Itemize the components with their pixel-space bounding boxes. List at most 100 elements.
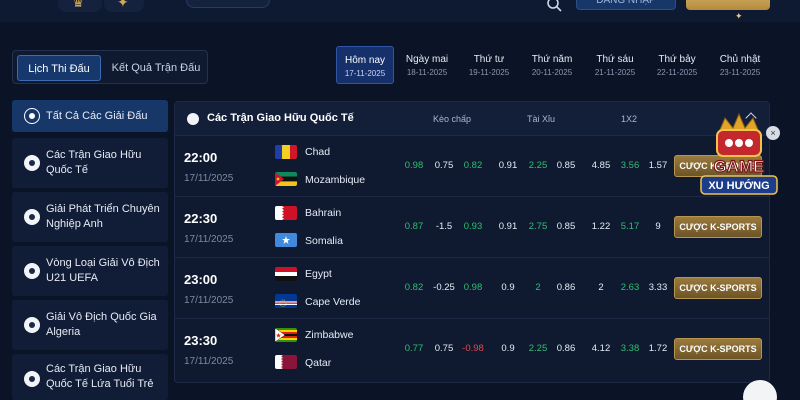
odd-away-win[interactable]: 1.72 [648, 343, 668, 354]
odd-away-win[interactable]: 9 [655, 221, 661, 232]
over-odd[interactable]: 0.9 [501, 343, 515, 354]
under-odd[interactable]: 0.85 [556, 160, 576, 171]
handicap-line: -0.25 [433, 282, 455, 293]
date-today[interactable]: Hôm nay 17-11-2025 [336, 46, 394, 84]
under-odd[interactable]: 0.85 [556, 221, 576, 232]
flag-bahrain-icon [275, 206, 297, 220]
date-tomorrow[interactable]: Ngày mai 18-11-2025 [398, 46, 456, 84]
flag-chad-icon [275, 145, 297, 159]
over-odd[interactable]: 0.9 [501, 282, 515, 293]
match-date: 17/11/2025 [184, 295, 234, 306]
register-button[interactable] [686, 0, 770, 10]
chat-bubble-icon[interactable] [743, 380, 777, 400]
sidebar-item-u21-qualifiers[interactable]: Vòng Loại Giải Vô Địch U21 UEFA [12, 246, 168, 296]
odd-away-win[interactable]: 1.57 [648, 160, 668, 171]
home-team: Zimbabwe [305, 329, 354, 341]
sidebar-item-label: Tất Cả Các Giải Đấu [46, 110, 148, 122]
table-row: 23:30 17/11/2025 Zimbabwe Qatar 0.77 0.7… [175, 319, 769, 380]
date-name: Hôm nay [344, 55, 385, 66]
handicap-away-odd[interactable]: 0.82 [463, 160, 483, 171]
table-row: 22:30 17/11/2025 Bahrain Somalia 0.87 -1… [175, 197, 769, 258]
match-time: 22:00 [184, 150, 218, 165]
column-header-handicap: Kèo chấp [433, 114, 472, 124]
flag-cape-verde-icon [275, 294, 297, 308]
date-saturday[interactable]: Thứ bảy 22-11-2025 [648, 46, 706, 84]
handicap-line: 0.75 [434, 160, 454, 171]
header-nav-item[interactable]: ◆ [186, 0, 270, 8]
date-sunday[interactable]: Chủ nhật 23-11-2025 [711, 46, 769, 84]
sidebar-item-label: Các Trận Giao Hữu Quốc Tế Lứa Tuổi Trẻ [46, 363, 154, 390]
match-time: 23:00 [184, 272, 218, 287]
total-line: 2.25 [528, 160, 548, 171]
sidebar-item-english-pro-dev[interactable]: Giải Phát Triển Chuyên Nghiệp Anh [12, 192, 168, 242]
odd-home-win[interactable]: 1.22 [591, 221, 611, 232]
header-nav-item[interactable]: ♛ [58, 0, 102, 12]
date-wednesday[interactable]: Thứ tư 19-11-2025 [460, 46, 518, 84]
sidebar-item-all-leagues[interactable]: Tất Cả Các Giải Đấu [12, 100, 168, 132]
flag-egypt-icon [275, 267, 297, 281]
bet-k-sports-button[interactable]: CƯỢC K-SPORTS [674, 338, 762, 360]
tab-schedule[interactable]: Lịch Thi Đấu [17, 55, 101, 81]
odd-home-win[interactable]: 4.85 [591, 160, 611, 171]
over-odd[interactable]: 0.91 [498, 221, 518, 232]
date-name: Thứ tư [473, 54, 505, 65]
table-row: 22:00 17/11/2025 Chad Mozambique 0.98 0.… [175, 136, 769, 197]
soccer-ball-icon [24, 209, 40, 225]
sidebar-item-intl-friendlies[interactable]: Các Trận Giao Hữu Quốc Tế [12, 138, 168, 188]
login-button[interactable]: ĐĂNG NHẬP [576, 0, 676, 10]
date-value: 19-11-2025 [468, 68, 510, 77]
date-friday[interactable]: Thứ sáu 21-11-2025 [586, 46, 644, 84]
date-value: 18-11-2025 [406, 68, 448, 77]
odd-draw[interactable]: 2.63 [620, 282, 640, 293]
sidebar-item-label: Các Trận Giao Hữu Quốc Tế [46, 149, 142, 176]
handicap-home-odd[interactable]: 0.87 [404, 221, 424, 232]
soccer-ball-icon [187, 113, 199, 125]
diamond-icon: ◆ [195, 0, 203, 2]
handicap-away-odd[interactable]: 0.93 [463, 221, 483, 232]
sidebar-item-youth-friendlies[interactable]: Các Trận Giao Hữu Quốc Tế Lứa Tuổi Trẻ [12, 354, 168, 400]
under-odd[interactable]: 0.86 [556, 343, 576, 354]
handicap-away-odd[interactable]: 0.98 [463, 282, 483, 293]
date-value: 22-11-2025 [656, 68, 698, 77]
over-odd[interactable]: 0.91 [498, 160, 518, 171]
soccer-ball-icon [24, 317, 40, 333]
sidebar-item-label: Giải Vô Địch Quốc Gia Algeria [46, 311, 157, 338]
handicap-away-odd[interactable]: -0.98 [462, 343, 484, 354]
odd-home-win[interactable]: 4.12 [591, 343, 611, 354]
handicap-line: 0.75 [434, 343, 454, 354]
league-title: Các Trận Giao Hữu Quốc Tế [207, 112, 354, 124]
handicap-home-odd[interactable]: 0.82 [404, 282, 424, 293]
gift-icon: ✦ [117, 0, 129, 10]
date-name: Chủ nhật [719, 54, 761, 65]
header-nav-item[interactable]: ✦ [104, 0, 144, 12]
match-date: 17/11/2025 [184, 356, 234, 367]
tab-results[interactable]: Kết Quả Trận Đấu [111, 62, 201, 74]
league-header[interactable]: Các Trận Giao Hữu Quốc Tế Kèo chấp Tài X… [175, 102, 769, 136]
odd-draw[interactable]: 3.56 [620, 160, 640, 171]
search-icon[interactable] [546, 0, 562, 12]
handicap-home-odd[interactable]: 0.98 [404, 160, 424, 171]
handicap-line: -1.5 [435, 221, 453, 232]
date-value: 23-11-2025 [719, 68, 761, 77]
bet-k-sports-button[interactable]: CƯỢC K-SPORTS [674, 216, 762, 238]
date-name: Thứ sáu [596, 54, 634, 65]
odd-home-win[interactable]: 2 [598, 282, 604, 293]
odd-away-win[interactable]: 3.33 [648, 282, 668, 293]
bet-k-sports-button[interactable]: CƯỢC K-SPORTS [674, 277, 762, 299]
total-line: 2.75 [528, 221, 548, 232]
soccer-ball-icon [24, 108, 40, 124]
game-trending-promo[interactable]: GAME XU HƯỚNG [697, 110, 781, 200]
close-icon[interactable]: × [766, 126, 780, 140]
total-line: 2 [535, 282, 541, 293]
promo-title: GAME [714, 157, 765, 176]
date-thursday[interactable]: Thứ năm 20-11-2025 [523, 46, 581, 84]
odd-draw[interactable]: 5.17 [620, 221, 640, 232]
away-team: Mozambique [305, 174, 366, 186]
column-header-1x2: 1X2 [621, 114, 638, 124]
table-row: 23:00 17/11/2025 Egypt Cape Verde 0.82 -… [175, 258, 769, 319]
sidebar-item-algeria-league[interactable]: Giải Vô Địch Quốc Gia Algeria [12, 300, 168, 350]
date-value: 20-11-2025 [531, 68, 573, 77]
odd-draw[interactable]: 3.38 [620, 343, 640, 354]
under-odd[interactable]: 0.86 [556, 282, 576, 293]
handicap-home-odd[interactable]: 0.77 [404, 343, 424, 354]
